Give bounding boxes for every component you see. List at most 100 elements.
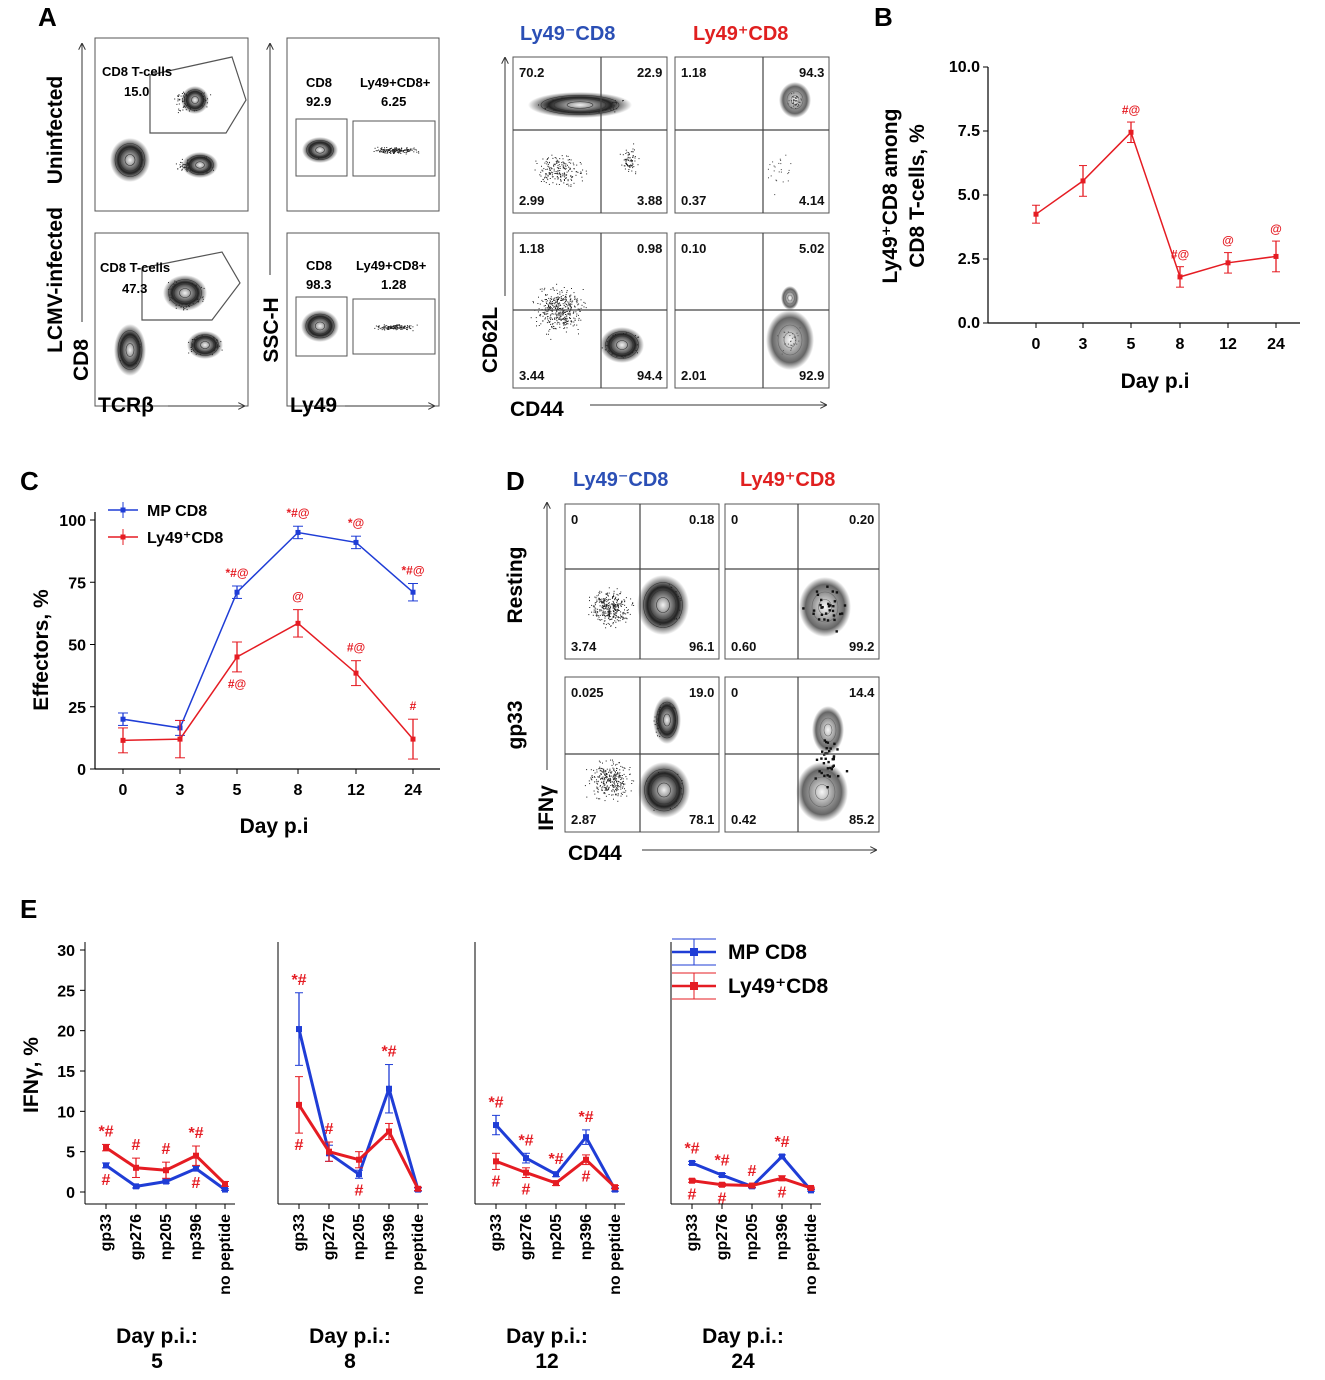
event-dot xyxy=(563,179,565,180)
event-dot xyxy=(537,311,539,313)
event-dot xyxy=(398,152,399,154)
event-dot xyxy=(538,296,539,298)
event-dot xyxy=(607,610,609,612)
event-dot xyxy=(621,766,623,768)
event-dot xyxy=(788,100,790,102)
event-dot xyxy=(793,99,795,100)
event-dot xyxy=(548,172,550,174)
event-dot xyxy=(405,149,407,151)
event-dot xyxy=(603,770,605,772)
event-dot xyxy=(793,99,794,101)
event-dot xyxy=(613,774,615,776)
event-dot xyxy=(406,328,407,330)
gate-label-cd8-col2: CD8 xyxy=(306,258,332,273)
event-dot xyxy=(768,177,769,179)
event-dot xyxy=(532,301,534,302)
event-dot xyxy=(556,176,558,178)
event-dot xyxy=(549,167,550,169)
event-dot xyxy=(541,165,542,167)
event-dot xyxy=(621,164,623,166)
event-dot xyxy=(562,175,564,177)
event-dot xyxy=(402,150,404,151)
event-dot xyxy=(377,326,379,328)
event-dot xyxy=(553,163,555,165)
event-dot xyxy=(546,303,547,304)
event-dot xyxy=(613,603,615,604)
event-dot xyxy=(398,150,400,152)
event-dot xyxy=(629,165,631,167)
data-point xyxy=(1033,211,1039,217)
event-dot xyxy=(382,326,384,328)
event-dot xyxy=(550,338,552,340)
event-dot xyxy=(610,613,612,615)
event-dot xyxy=(620,786,622,788)
event-dot xyxy=(406,327,408,329)
event-dot xyxy=(562,161,564,163)
event-dot xyxy=(397,324,399,326)
event-dot xyxy=(380,148,382,150)
event-dot xyxy=(576,324,578,326)
gate-cd8-lcmv xyxy=(141,251,241,321)
event-dot xyxy=(607,789,609,791)
event-dot xyxy=(553,289,555,291)
event-dot xyxy=(568,304,570,306)
contour-line xyxy=(616,340,628,350)
event-dot xyxy=(795,97,797,99)
event-dot xyxy=(574,295,576,297)
event-dot xyxy=(597,791,599,793)
event-dot xyxy=(608,778,609,780)
event-dot xyxy=(619,603,621,604)
density-contour xyxy=(653,696,681,744)
event-dot xyxy=(616,610,618,612)
event-dot xyxy=(559,308,561,310)
data-point xyxy=(177,736,183,742)
event-dot xyxy=(622,781,623,783)
event-dot xyxy=(584,302,586,304)
event-dot xyxy=(553,306,555,308)
event-dot xyxy=(608,618,610,620)
contour-line xyxy=(315,146,325,154)
event-dot xyxy=(608,771,609,773)
event-dot xyxy=(557,303,559,305)
event-dot xyxy=(573,182,575,184)
event-dot xyxy=(609,607,611,609)
event-dot xyxy=(562,299,564,301)
contour-line xyxy=(787,294,793,302)
event-dot xyxy=(598,598,600,600)
event-dot xyxy=(562,303,564,305)
event-dot xyxy=(551,174,553,176)
event-dot xyxy=(601,619,603,621)
event-dot xyxy=(604,604,605,606)
event-dot xyxy=(613,607,615,609)
event-dot xyxy=(616,787,617,789)
event-dot xyxy=(556,183,558,185)
event-dot xyxy=(559,293,561,295)
event-dot xyxy=(575,174,577,176)
event-dot xyxy=(387,328,389,330)
event-dot xyxy=(178,95,179,97)
event-dot xyxy=(601,600,602,602)
event-dot xyxy=(549,317,551,319)
event-dot xyxy=(823,618,826,621)
contour-line xyxy=(566,101,594,109)
event-dot xyxy=(410,325,412,327)
event-dot xyxy=(595,781,597,783)
event-dot xyxy=(563,310,565,312)
event-dot xyxy=(597,787,599,789)
event-dot xyxy=(571,321,573,323)
gate-cd8-uninf xyxy=(149,56,247,134)
event-dot xyxy=(603,792,605,794)
event-dot xyxy=(547,303,549,305)
event-dot xyxy=(794,99,796,101)
event-dot xyxy=(406,147,407,149)
event-dot xyxy=(556,296,558,298)
event-dot xyxy=(565,324,567,325)
event-dot xyxy=(617,607,619,609)
event-dot xyxy=(378,325,380,327)
event-dot xyxy=(178,103,180,105)
event-dot xyxy=(632,156,634,158)
event-dot xyxy=(176,103,178,105)
event-dot xyxy=(548,322,550,323)
event-dot xyxy=(565,168,567,170)
event-dot xyxy=(591,775,593,777)
